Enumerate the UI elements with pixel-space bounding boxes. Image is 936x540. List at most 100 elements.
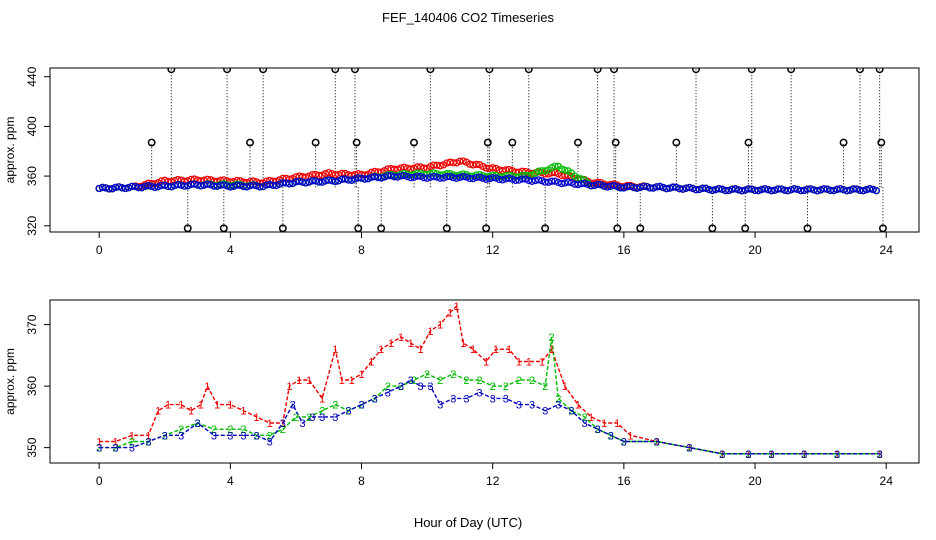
series-2-marker: 2 [568,406,574,418]
series-3-point [512,176,520,185]
series-1-point [295,172,303,180]
series-2-marker: 2 [654,436,660,448]
series-3-point [702,184,710,192]
series-3-marker: 3 [608,430,614,442]
series-3-point [256,183,264,191]
series-2-marker: 2 [490,381,496,393]
series-1-marker: 1 [296,375,302,387]
series-3-line [99,379,880,455]
series-3-point [541,178,549,186]
series-1-marker: 1 [768,449,774,461]
series-2-marker: 2 [437,375,443,387]
series-3-point [446,172,454,181]
series-2-marker: 2 [621,436,627,448]
series-2-marker: 2 [293,412,299,424]
series-3-point [302,179,310,187]
series-3-marker: 3 [113,443,119,455]
series-3-point [102,184,110,192]
outlier-point [692,68,700,74]
series-3-marker: 3 [686,443,692,455]
outlier-point [878,224,887,232]
series-1-marker: 1 [588,412,594,424]
series-3-point [384,172,392,180]
outlier-point [246,138,254,147]
series-2-marker: 2 [801,449,807,461]
series-2-marker: 2 [608,430,614,442]
series-3-marker: 3 [332,412,338,424]
series-3-point [390,173,398,181]
series-2-marker: 2 [145,436,151,448]
series-2-point [548,163,556,172]
outlier-point [352,138,361,147]
series-1-marker: 1 [306,375,312,387]
series-1-point [315,171,323,180]
series-2-marker: 2 [254,430,260,442]
x-tick-label: 16 [617,243,631,257]
series-2-marker: 2 [477,375,483,387]
series-3-point [387,172,395,180]
series-3-point [872,186,881,195]
x-tick-label: 8 [358,474,365,488]
series-3-point [771,186,779,194]
outlier-point [482,224,491,232]
series-3-point [443,173,451,181]
series-3-point [639,182,648,190]
outlier-point [442,224,451,232]
series-2-marker: 2 [549,332,555,344]
series-3-point [295,177,303,185]
outlier-point [223,68,232,74]
series-2-marker: 2 [385,381,391,393]
series-3-point [626,182,635,191]
series-3-point [498,176,507,184]
series-3-point [794,185,802,194]
series-2-marker: 2 [240,424,246,436]
series-1-point [325,168,333,177]
outlier-point [574,138,582,147]
series-3-marker: 3 [398,381,404,393]
series-1-point [328,169,336,178]
series-3-point [210,182,218,190]
series-3-point [233,181,241,189]
series-3-marker: 3 [319,412,325,424]
series-3-marker: 3 [555,400,561,412]
series-1-marker: 1 [686,443,692,455]
series-3-marker: 3 [162,430,168,442]
series-3-point [308,177,316,185]
series-3-point [646,184,654,192]
series-3-point [784,187,792,195]
outlier-point [839,138,848,147]
series-3-marker: 3 [299,418,305,430]
series-3-point [800,186,808,195]
series-3-marker: 3 [195,418,201,430]
series-3-point [180,182,189,190]
series-2-marker: 2 [398,381,404,393]
series-3-point [813,187,821,195]
series-2-marker: 2 [529,375,535,387]
outlier-point [485,68,494,74]
series-3-point [666,184,674,192]
series-1-marker: 1 [454,301,460,313]
series-3-point [433,173,441,181]
series-3-point [370,173,379,181]
plot-frame [49,299,920,464]
series-3-marker: 3 [211,430,217,442]
series-2-marker: 2 [424,369,430,381]
series-3-point [820,185,828,193]
series-3-marker: 3 [529,400,535,412]
series-3-marker: 3 [877,449,883,461]
series-1-marker: 1 [378,344,384,356]
series-1-point [203,175,212,183]
series-2-point [557,165,566,173]
series-3-point [656,182,664,191]
y-tick-label: 320 [25,215,39,235]
series-3-marker: 3 [178,430,184,442]
outlier-point [259,68,268,74]
series-1-marker: 1 [506,344,512,356]
series-3-point [131,182,139,191]
series-3-point [220,181,228,189]
series-2-marker: 2 [719,449,725,461]
outlier-point [610,68,618,74]
x-tick-label: 12 [486,474,500,488]
series-3-point [823,185,831,193]
series-3-point [174,180,182,189]
